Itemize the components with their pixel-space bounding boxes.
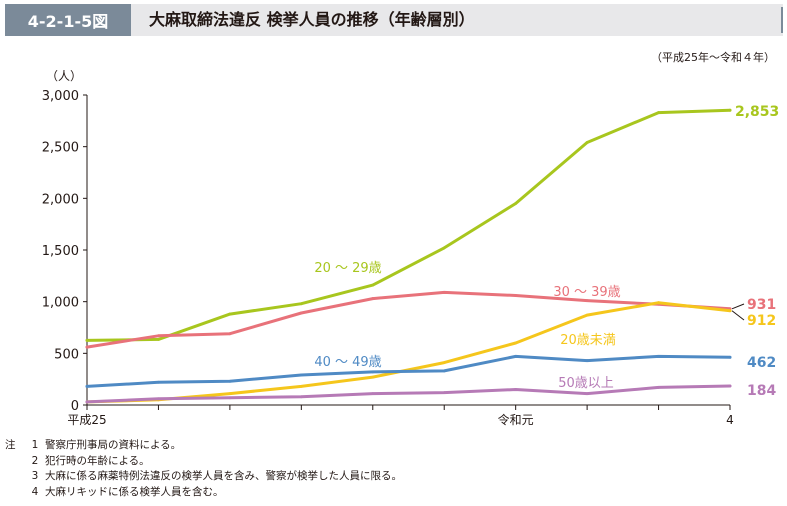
note-text: 大麻リキッドに係る検挙人員を含む。: [45, 485, 224, 498]
note-text: 大麻に係る麻薬特例法違反の検挙人員を含み、警察が検挙した人員に限る。: [45, 470, 402, 483]
series-label: 20 ～ 29歳: [314, 261, 381, 276]
x-tick-label: 4: [726, 413, 734, 427]
notes: 注 1 警察庁刑事局の資料による。 2 犯行時の年齢による。 3 大麻に係る麻薬…: [5, 438, 402, 500]
figure-title: 大麻取締法違反 検挙人員の推移（年齢層別）: [149, 10, 475, 29]
note-number: 3: [31, 470, 39, 483]
data-point: [157, 380, 160, 384]
y-tick-label: 2,000: [42, 192, 79, 207]
data-point: [228, 392, 232, 396]
data-point: [299, 385, 303, 388]
note-text: 警察庁刑事局の資料による。: [45, 439, 182, 451]
data-point: [728, 309, 732, 313]
data-point: [514, 341, 518, 345]
data-point: [157, 397, 160, 401]
data-point: [85, 400, 89, 404]
leader-line: [731, 310, 745, 321]
data-point: [228, 396, 232, 400]
data-point: [514, 388, 518, 391]
data-point: [299, 395, 303, 399]
series-label: 20歳未満: [560, 333, 616, 348]
data-point: [371, 375, 375, 379]
end-value-label: 184: [747, 383, 776, 399]
data-point: [85, 385, 89, 388]
data-point: [442, 391, 446, 394]
data-point: [228, 312, 232, 316]
data-point: [371, 392, 375, 396]
note-number: 4: [31, 485, 39, 498]
notes-lead: 注: [5, 439, 16, 451]
end-value-label: 912: [747, 313, 776, 329]
header-rule: [781, 7, 783, 33]
end-value-label: 462: [747, 355, 776, 371]
note-text: 犯行時の年齢による。: [45, 454, 150, 467]
data-point: [585, 299, 589, 303]
data-point: [157, 337, 160, 341]
data-point: [585, 141, 589, 144]
series-label: 40 ～ 49歳: [314, 355, 381, 370]
series-line-2: [85, 301, 732, 404]
figure-header: 4-2-1-5図 大麻取締法違反 検挙人員の推移（年齢層別）: [5, 4, 783, 36]
series-label: 30 ～ 39歳: [553, 285, 620, 300]
data-point: [371, 297, 375, 300]
data-point: [585, 392, 589, 396]
data-point: [228, 379, 232, 383]
series-label: 50歳以上: [558, 376, 614, 391]
data-point: [228, 332, 232, 336]
leader-line: [731, 303, 745, 310]
note-item: 3 大麻に係る麻薬特例法違反の検挙人員を含み、警察が検挙した人員に限る。: [5, 469, 402, 485]
note-item: 注 1 警察庁刑事局の資料による。: [5, 438, 402, 454]
series-line-3: [85, 354, 732, 388]
note-item: 2 犯行時の年齢による。: [5, 454, 402, 470]
y-tick-label: 2,500: [42, 141, 79, 156]
data-point: [728, 384, 732, 388]
data-point: [514, 294, 518, 297]
y-axis-unit: （人）: [46, 69, 82, 83]
y-tick-label: 1,000: [42, 296, 79, 311]
data-point: [442, 246, 446, 250]
line-chart: （人） 0 500 1,000 1,500 2,000 2,500 3,000 平成25 令和元…: [42, 69, 780, 427]
note-number: 2: [31, 454, 39, 467]
data-point: [442, 361, 446, 365]
y-tick-label: 500: [54, 347, 79, 362]
data-point: [728, 355, 732, 359]
data-point: [657, 386, 660, 389]
note-item: 4 大麻リキッドに係る検挙人員を含む。: [5, 485, 402, 501]
data-point: [585, 313, 589, 317]
data-point: [514, 355, 518, 358]
data-point: [657, 301, 660, 305]
series-line-1: [85, 290, 732, 349]
series-line-4: [85, 384, 732, 404]
y-tick-label: 0: [71, 399, 79, 414]
data-point: [85, 345, 89, 349]
data-point: [85, 339, 89, 342]
data-point: [299, 373, 303, 377]
data-point: [371, 370, 375, 374]
note-number: 1: [31, 439, 39, 451]
y-tick-label: 3,000: [42, 89, 79, 104]
data-point: [657, 111, 660, 114]
data-point: [585, 359, 589, 362]
y-tick-label: 1,500: [42, 244, 79, 259]
series-line-0: [85, 108, 732, 342]
figure-id: 4-2-1-5図: [5, 4, 131, 36]
data-point: [371, 283, 375, 287]
data-point: [514, 202, 518, 205]
x-tick-label: 令和元: [498, 412, 534, 427]
data-point: [299, 302, 303, 306]
data-point: [657, 355, 660, 358]
end-value-label: 931: [747, 297, 776, 313]
data-point: [299, 311, 303, 315]
x-tick-label: 平成25: [67, 413, 106, 427]
data-point: [728, 108, 732, 112]
data-point: [442, 369, 446, 373]
data-point: [157, 334, 160, 338]
data-point: [442, 290, 446, 294]
period-label: （平成25年～令和４年）: [651, 51, 775, 64]
end-value-label: 2,853: [735, 104, 779, 120]
